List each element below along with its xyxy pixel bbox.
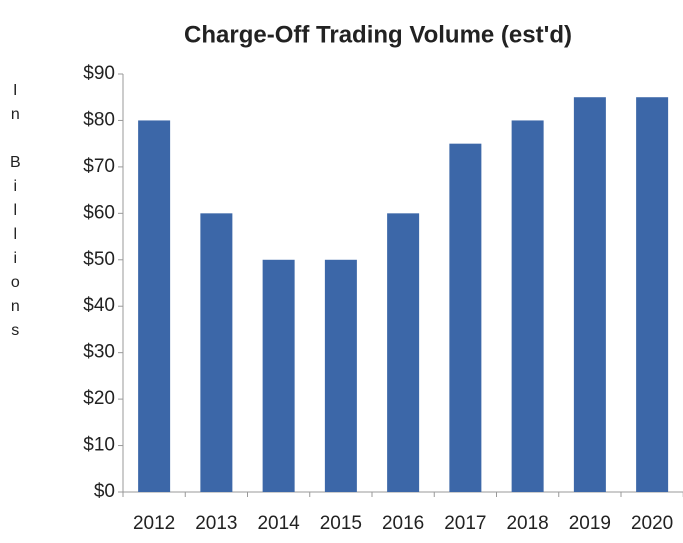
y-tick-label: $20 <box>83 388 115 409</box>
x-tick-label: 2017 <box>444 513 486 534</box>
y-tick-label: $60 <box>83 202 115 223</box>
chart-title: Charge-Off Trading Volume (est'd) <box>184 21 572 48</box>
y-tick-label: $0 <box>94 481 115 502</box>
x-tick-label: 2016 <box>382 513 424 534</box>
bar <box>200 213 233 493</box>
y-tick-label: $50 <box>83 249 115 270</box>
bar <box>387 213 420 493</box>
x-tick-label: 2015 <box>320 513 362 534</box>
y-tick-label: $90 <box>83 63 115 84</box>
y-tick-label: $40 <box>83 295 115 316</box>
x-tick-label: 2013 <box>195 513 237 534</box>
bar <box>138 120 171 492</box>
bar <box>511 120 544 492</box>
bar <box>449 143 482 492</box>
bar <box>573 97 606 492</box>
x-tick-label: 2012 <box>133 513 175 534</box>
y-tick-label: $70 <box>83 156 115 177</box>
y-axis-label: In Billions <box>7 82 24 346</box>
x-tick-label: 2019 <box>569 513 611 534</box>
bar <box>636 97 669 492</box>
y-tick-label: $30 <box>83 342 115 363</box>
x-tick-label: 2014 <box>257 513 300 534</box>
y-tick-label: $80 <box>83 109 115 130</box>
x-tick-label: 2018 <box>506 513 548 534</box>
y-tick-label: $10 <box>83 435 115 456</box>
bar <box>324 259 357 492</box>
x-tick-label: 2020 <box>631 513 673 534</box>
bar <box>262 259 295 492</box>
